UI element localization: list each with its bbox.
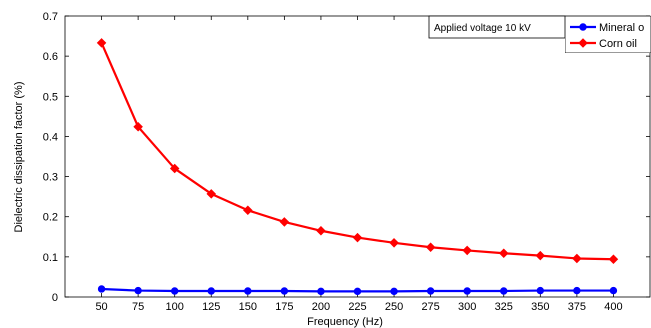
corn-oil-point bbox=[462, 245, 472, 256]
mineral-oil-point bbox=[244, 287, 252, 295]
mineral-oil-point bbox=[390, 287, 398, 296]
corn-oil-point bbox=[498, 248, 509, 259]
y-tick-label: 0.6 bbox=[43, 51, 58, 63]
mineral-oil-point bbox=[463, 287, 471, 295]
corn-oil-point bbox=[279, 217, 290, 227]
x-tick-label: 200 bbox=[312, 301, 330, 313]
corn-oil-point bbox=[206, 189, 217, 199]
mineral-oil-point bbox=[280, 287, 289, 295]
corn-oil-point bbox=[243, 205, 253, 216]
corn-oil-point bbox=[389, 238, 399, 248]
mineral-oil-point bbox=[500, 287, 508, 295]
mineral-oil-point bbox=[170, 287, 179, 295]
x-tick-label: 150 bbox=[239, 301, 257, 313]
y-tick-label: 0.5 bbox=[43, 91, 58, 103]
y-tick-label: 0.1 bbox=[43, 252, 58, 264]
corn-oil-point bbox=[608, 254, 619, 265]
corn-oil-point bbox=[133, 122, 143, 132]
mineral-oil-point bbox=[97, 285, 106, 293]
legend-corn-oil-label: Corn oil bbox=[599, 38, 637, 50]
mineral-oil-point bbox=[353, 287, 362, 296]
corn-oil-point bbox=[535, 250, 546, 261]
mineral-oil-point bbox=[317, 287, 325, 296]
mineral-oil-point bbox=[134, 286, 142, 295]
legend-box bbox=[565, 16, 651, 53]
y-axis-label: Dielectric dissipation factor (%) bbox=[13, 82, 25, 233]
x-tick-label: 400 bbox=[604, 301, 622, 313]
corn-oil-line bbox=[100, 42, 614, 261]
corn-oil-point bbox=[169, 163, 180, 174]
x-axis: 50 75 100 125 150 175 200 225 250 275 300 325 350 375… bbox=[95, 16, 623, 313]
corn-oil-point bbox=[96, 38, 107, 48]
plot-area bbox=[64, 15, 651, 298]
mineral-oil-point bbox=[609, 286, 618, 295]
legend-mineral-oil-label: Mineral o bbox=[599, 22, 644, 34]
corn-oil-point bbox=[572, 253, 582, 264]
x-axis-label: Frequency (Hz) bbox=[307, 316, 383, 328]
x-tick-label: 100 bbox=[166, 301, 184, 313]
y-tick-label: 0.4 bbox=[43, 131, 58, 143]
x-tick-label: 325 bbox=[495, 301, 513, 313]
annotation-text: Applied voltage 10 kV bbox=[434, 23, 531, 34]
x-tick-label: 50 bbox=[95, 301, 107, 313]
x-tick-label: 275 bbox=[421, 301, 439, 313]
corn-oil-point bbox=[316, 225, 326, 236]
corn-oil-point bbox=[425, 242, 436, 252]
x-tick-label: 250 bbox=[385, 301, 403, 313]
y-tick-label: 0.7 bbox=[43, 11, 58, 23]
x-tick-label: 125 bbox=[202, 301, 220, 313]
y-tick-label: 0 bbox=[52, 292, 58, 304]
mineral-oil-point bbox=[207, 287, 215, 295]
series-layer bbox=[96, 38, 619, 296]
legend-corn-oil-marker bbox=[578, 38, 588, 48]
mineral-oil-point bbox=[426, 287, 435, 295]
legend-mineral-oil-marker bbox=[579, 23, 587, 31]
y-tick-label: 0.2 bbox=[43, 212, 58, 224]
x-tick-label: 300 bbox=[458, 301, 476, 313]
mineral-oil-point bbox=[536, 286, 545, 295]
x-tick-label: 375 bbox=[568, 301, 586, 313]
x-tick-label: 75 bbox=[132, 301, 144, 313]
mineral-oil-point bbox=[573, 286, 581, 295]
x-tick-label: 350 bbox=[531, 301, 549, 313]
y-tick-label: 0.3 bbox=[43, 172, 58, 184]
plot-frame bbox=[64, 15, 651, 298]
x-tick-label: 175 bbox=[275, 301, 293, 313]
x-tick-label: 225 bbox=[348, 301, 366, 313]
corn-oil-point bbox=[352, 232, 363, 243]
legend: Mineral o Corn oil bbox=[565, 16, 651, 53]
y-axis: 0 0.1 0.2 0.3 0.4 0.5 0.6 0.7 bbox=[43, 11, 650, 304]
annotation-box: Applied voltage 10 kV bbox=[428, 15, 566, 39]
